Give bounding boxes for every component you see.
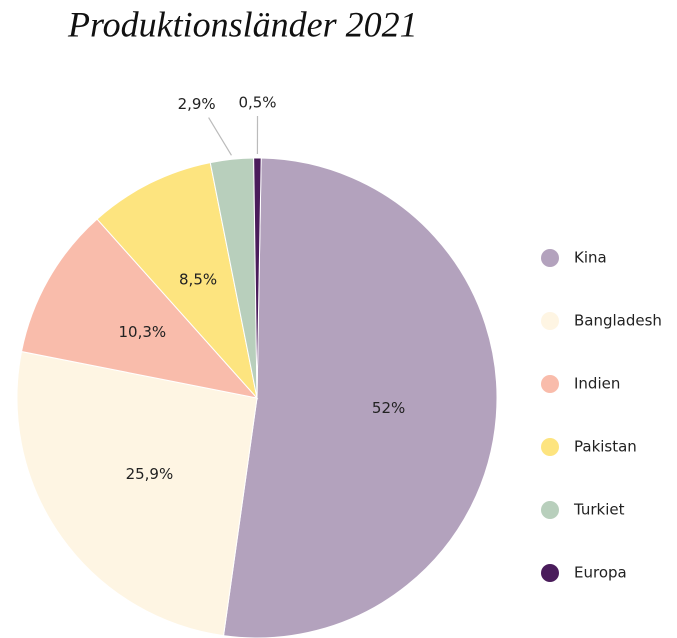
legend-label: Europa — [574, 564, 627, 582]
data-label: 25,9% — [126, 465, 174, 483]
data-label: 8,5% — [179, 270, 217, 288]
legend-swatch — [541, 564, 559, 582]
pie-slice — [253, 157, 262, 399]
chart-title: Produktionsländer 2021 — [67, 4, 418, 44]
legend-swatch — [541, 501, 559, 519]
data-label: 0,5% — [238, 94, 276, 112]
legend-swatch — [541, 438, 559, 456]
legend-label: Bangladesh — [574, 312, 662, 330]
pie-slice — [16, 350, 258, 637]
legend-label: Pakistan — [574, 438, 637, 456]
data-label: 52% — [372, 399, 405, 417]
legend-swatch — [541, 375, 559, 393]
pie-slice — [222, 157, 498, 638]
pie-slice — [20, 218, 259, 399]
data-label: 2,9% — [178, 95, 216, 113]
legend-swatch — [541, 249, 559, 267]
legend-label: Turkiet — [573, 501, 625, 519]
leader-line — [208, 117, 232, 156]
legend-label: Kina — [574, 249, 607, 267]
legend-label: Indien — [574, 375, 620, 393]
pie-slice — [96, 162, 258, 400]
legend-swatch — [541, 312, 559, 330]
data-label: 10,3% — [118, 323, 166, 341]
